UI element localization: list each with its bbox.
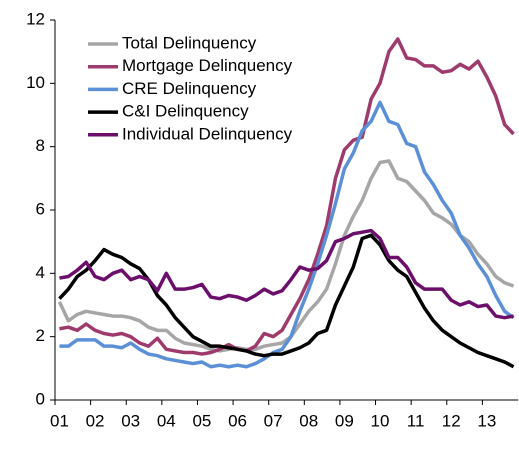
x-tick-label: 02 bbox=[86, 411, 105, 430]
y-tick-label: 4 bbox=[36, 263, 45, 282]
legend-label: Individual Delinquency bbox=[122, 124, 293, 143]
y-tick-label: 0 bbox=[36, 389, 45, 408]
x-tick-label: 01 bbox=[50, 411, 69, 430]
x-tick-label: 08 bbox=[299, 411, 318, 430]
x-tick-label: 10 bbox=[371, 411, 390, 430]
series-line bbox=[57, 159, 515, 353]
x-tick-label: 11 bbox=[407, 411, 425, 430]
series-line bbox=[59, 37, 515, 356]
y-tick-label: 6 bbox=[36, 199, 45, 218]
legend-label: Total Delinquency bbox=[122, 33, 257, 52]
x-tick-label: 07 bbox=[264, 411, 283, 430]
x-tick-label: 03 bbox=[121, 411, 140, 430]
x-tick-label: 05 bbox=[192, 411, 211, 430]
legend-label: C&I Delinquency bbox=[122, 102, 249, 121]
series-line bbox=[58, 233, 515, 369]
y-tick-label: 10 bbox=[26, 73, 45, 92]
series-line bbox=[59, 228, 514, 320]
x-tick-label: 06 bbox=[228, 411, 247, 430]
y-tick-label: 8 bbox=[36, 136, 45, 155]
x-tick-label: 04 bbox=[157, 411, 176, 430]
legend-label: CRE Delinquency bbox=[122, 79, 257, 98]
x-tick-label: 09 bbox=[335, 411, 354, 430]
y-tick-label: 12 bbox=[26, 9, 45, 28]
legend-label: Mortgage Delinquency bbox=[122, 56, 293, 75]
series-line bbox=[59, 100, 515, 369]
x-tick-label: 12 bbox=[442, 411, 461, 430]
y-tick-label: 2 bbox=[36, 326, 45, 345]
x-tick-label: 13 bbox=[477, 411, 496, 430]
